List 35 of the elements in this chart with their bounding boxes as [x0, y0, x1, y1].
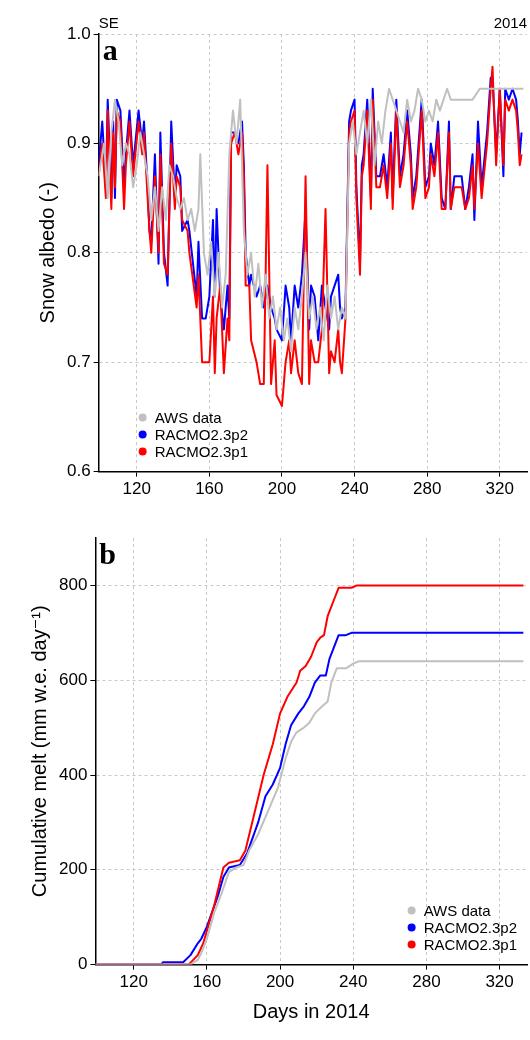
x-tick-label: 280 [412, 972, 441, 992]
y-tick-label: 800 [58, 575, 88, 595]
text: SE [98, 14, 119, 31]
legend-label: RACMO2.3p1 [423, 935, 518, 953]
x-axis-title: Days in 2014 [252, 999, 370, 1022]
y-tick-label: 400 [58, 764, 88, 784]
y-tick-label: 0.6 [66, 461, 91, 481]
annotation: a [102, 33, 118, 66]
x-tick-label: 160 [192, 972, 222, 992]
legend-label: AWS data [154, 408, 223, 426]
x-tick-label: 240 [340, 479, 369, 499]
x-tick-label: 320 [485, 972, 514, 992]
x-tick-label: 120 [119, 972, 148, 992]
x-tick-label: 280 [412, 479, 442, 499]
y-tick-label: 0.8 [66, 242, 91, 262]
legend-label: RACMO2.3p2 [423, 918, 518, 936]
x-tick-label: 200 [267, 479, 297, 499]
y-tick-label: 1.0 [66, 23, 91, 43]
y-axis-title: Cumulative melt (mm w.e. day⁻¹) [27, 605, 50, 898]
legend-label: RACMO2.3p2 [154, 425, 249, 443]
x-tick-label: 160 [195, 479, 224, 499]
y-tick-label: 0.9 [66, 133, 91, 153]
annotation: b [99, 537, 117, 570]
x-tick-label: 120 [122, 479, 151, 499]
x-tick-label: 320 [485, 479, 514, 499]
legend-label: RACMO2.3p1 [154, 442, 249, 460]
y-tick-label: 600 [58, 669, 88, 689]
y-tick-label: 0.7 [66, 351, 91, 371]
y-axis-title: Snow albedo (-) [35, 182, 58, 324]
y-tick-label: 0 [77, 954, 88, 974]
text: 2014 [493, 14, 527, 31]
legend-label: AWS data [423, 901, 492, 919]
y-tick-label: 200 [58, 859, 88, 879]
x-tick-label: 240 [339, 972, 368, 992]
x-tick-label: 200 [265, 972, 295, 992]
